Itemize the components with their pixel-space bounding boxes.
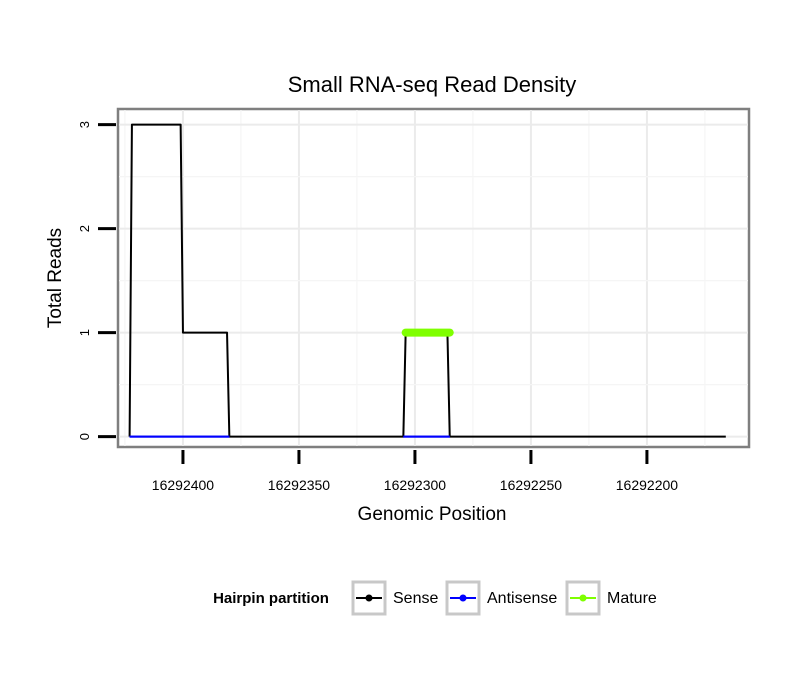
legend-label-mature: Mature bbox=[607, 590, 657, 607]
plot-panel bbox=[116, 107, 751, 449]
x-axis: 16292400 16292350 16292300 16292250 16292200 bbox=[152, 450, 678, 493]
x-tick-label: 16292300 bbox=[384, 477, 447, 493]
legend: Hairpin partition Sense Antisense Mature bbox=[213, 580, 657, 616]
y-axis: 0 1 2 3 bbox=[77, 121, 116, 440]
y-tick-label: 1 bbox=[77, 329, 92, 336]
legend-key-sense bbox=[351, 580, 387, 616]
y-tick-label: 0 bbox=[77, 433, 92, 440]
y-tick-label: 2 bbox=[77, 225, 92, 232]
legend-title: Hairpin partition bbox=[213, 590, 329, 607]
legend-label-sense: Sense bbox=[393, 590, 438, 607]
x-tick-label: 16292250 bbox=[500, 477, 563, 493]
x-tick-label: 16292200 bbox=[616, 477, 679, 493]
legend-key-antisense bbox=[445, 580, 481, 616]
y-tick-label: 3 bbox=[77, 121, 92, 128]
series-lines bbox=[128, 123, 726, 438]
x-axis-label: Genomic Position bbox=[358, 504, 507, 525]
x-tick-label: 16292400 bbox=[152, 477, 215, 493]
legend-label-antisense: Antisense bbox=[487, 590, 557, 607]
x-tick-label: 16292350 bbox=[268, 477, 331, 493]
y-axis-label: Total Reads bbox=[45, 228, 66, 328]
legend-key-mature bbox=[565, 580, 601, 616]
chart-title: Small RNA-seq Read Density bbox=[288, 72, 577, 97]
